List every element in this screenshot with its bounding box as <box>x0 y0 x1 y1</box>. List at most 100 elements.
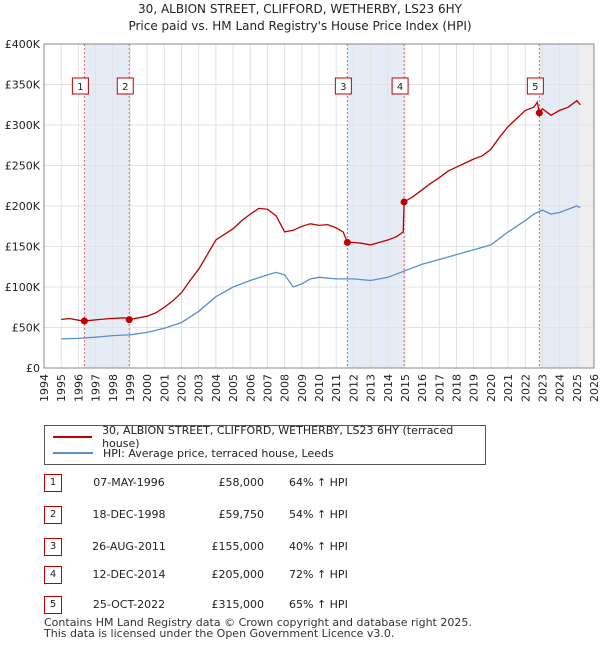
sale-point <box>80 317 88 325</box>
x-tick-label: 2007 <box>261 374 274 402</box>
table-row: 5 25-OCT-2022 £315,000 65% ↑ HPI <box>44 596 404 616</box>
x-tick-label: 2023 <box>536 374 549 402</box>
sale-price: £59,750 <box>218 508 265 521</box>
x-tick-label: 2019 <box>468 374 481 402</box>
legend-item-property: 30, ALBION STREET, CLIFFORD, WETHERBY, L… <box>53 424 485 450</box>
x-tick-label: 2021 <box>502 374 515 402</box>
footer-copyright: Contains HM Land Registry data © Crown c… <box>44 616 472 629</box>
x-tick-label: 1994 <box>38 374 51 402</box>
series-line <box>61 205 581 340</box>
sale-point <box>400 198 408 206</box>
sale-badge-box <box>334 77 352 95</box>
sale-hpi-change: 40% ↑ HPI <box>289 540 348 553</box>
x-tick-label: 1996 <box>72 374 85 402</box>
sale-badge-label: 5 <box>532 82 538 93</box>
y-tick-label: £300K <box>5 119 41 132</box>
x-tick-label: 2005 <box>227 374 240 402</box>
sale-date: 26-AUG-2011 <box>92 540 166 553</box>
table-row: 2 18-DEC-1998 £59,750 54% ↑ HPI <box>44 506 404 526</box>
sale-hpi-change: 65% ↑ HPI <box>289 598 348 611</box>
table-row: 4 12-DEC-2014 £205,000 72% ↑ HPI <box>44 566 404 586</box>
sale-date: 07-MAY-1996 <box>93 476 165 489</box>
y-tick-label: £350K <box>5 79 41 92</box>
x-tick-label: 1998 <box>107 374 120 402</box>
x-tick-label: 2002 <box>176 374 189 402</box>
chart-title: 30, ALBION STREET, CLIFFORD, WETHERBY, L… <box>138 2 463 16</box>
price-chart: 30, ALBION STREET, CLIFFORD, WETHERBY, L… <box>5 2 600 402</box>
y-tick-label: £100K <box>5 281 41 294</box>
sale-points <box>80 109 543 325</box>
chart-subtitle: Price paid vs. HM Land Registry's House … <box>128 19 471 33</box>
table-row: 1 07-MAY-1996 £58,000 64% ↑ HPI <box>44 474 404 494</box>
x-tick-label: 2012 <box>347 374 360 402</box>
x-tick-label: 2011 <box>330 374 343 402</box>
x-tick-label: 2001 <box>158 374 171 402</box>
x-tick-label: 2020 <box>485 374 498 402</box>
sale-badge-label: 3 <box>340 82 346 93</box>
x-tick-label: 2014 <box>382 374 395 402</box>
x-tick-label: 2015 <box>399 374 412 402</box>
legend: 30, ALBION STREET, CLIFFORD, WETHERBY, L… <box>44 424 486 465</box>
x-tick-label: 2024 <box>554 374 567 402</box>
sale-badge-box <box>391 77 409 95</box>
sale-number-badge: 1 <box>44 474 62 492</box>
x-tick-label: 2003 <box>193 374 206 402</box>
x-tick-label: 1997 <box>90 374 103 402</box>
series-line <box>61 99 581 322</box>
sale-point <box>343 238 351 246</box>
sale-date: 25-OCT-2022 <box>92 598 166 611</box>
sale-price: £58,000 <box>218 476 265 489</box>
sale-price: £205,000 <box>211 568 265 581</box>
sale-hpi-change: 72% ↑ HPI <box>289 568 348 581</box>
legend-label-hpi: HPI: Average price, terraced house, Leed… <box>103 446 334 460</box>
legend-swatch-hpi <box>53 452 93 454</box>
x-tick-label: 2017 <box>433 374 446 402</box>
sale-price: £315,000 <box>211 598 265 611</box>
x-tick-label: 2004 <box>210 374 223 402</box>
footer: Contains HM Land Registry data © Crown c… <box>44 617 472 639</box>
sale-hpi-change: 64% ↑ HPI <box>289 476 348 489</box>
table-row: 3 26-AUG-2011 £155,000 40% ↑ HPI <box>44 538 404 558</box>
legend-item-hpi: HPI: Average price, terraced house, Leed… <box>53 445 334 461</box>
sale-point <box>535 109 543 117</box>
sale-badge-box <box>526 77 544 95</box>
sale-badge-label: 4 <box>397 82 403 93</box>
x-tick-label: 1999 <box>124 374 137 402</box>
x-tick-label: 2008 <box>279 374 292 402</box>
x-tick-label: 2009 <box>296 374 309 402</box>
y-tick-label: £150K <box>5 241 41 254</box>
y-tick-label: £50K <box>12 322 41 335</box>
x-tick-label: 2022 <box>519 374 532 402</box>
sale-badge-box <box>116 77 134 95</box>
x-tick-label: 2000 <box>141 374 154 402</box>
y-tick-label: £0 <box>26 362 40 375</box>
y-tick-label: £250K <box>5 160 41 173</box>
sale-badge-box <box>71 77 89 95</box>
sale-price: £155,000 <box>211 540 265 553</box>
y-tick-label: £200K <box>5 200 41 213</box>
sale-badge-label: 2 <box>122 82 128 93</box>
sale-number-badge: 4 <box>44 566 62 584</box>
sale-hpi-change: 54% ↑ HPI <box>289 508 348 521</box>
sale-badge-label: 1 <box>77 82 83 93</box>
sale-badges: 1 2 3 4 5 <box>71 77 544 95</box>
legend-swatch-property <box>53 436 93 438</box>
sale-point <box>125 316 133 324</box>
x-tick-label: 2026 <box>588 374 600 402</box>
plot-frame <box>43 43 595 369</box>
legend-label-property: 30, ALBION STREET, CLIFFORD, WETHERBY, L… <box>102 424 454 450</box>
series-lines <box>61 99 581 340</box>
x-tick-label: 2010 <box>313 374 326 402</box>
footer-licence: This data is licensed under the Open Gov… <box>44 627 395 640</box>
sale-number-badge: 5 <box>44 596 62 614</box>
sale-number-badge: 2 <box>44 506 62 524</box>
x-tick-label: 2016 <box>416 374 429 402</box>
sale-date: 12-DEC-2014 <box>92 568 166 581</box>
x-tick-label: 2006 <box>244 374 257 402</box>
x-tick-label: 2025 <box>571 374 584 402</box>
x-tick-label: 1995 <box>55 374 68 402</box>
x-tick-label: 2018 <box>451 374 464 402</box>
sale-number-badge: 3 <box>44 538 62 556</box>
sale-date: 18-DEC-1998 <box>92 508 166 521</box>
y-tick-label: £400K <box>5 38 41 51</box>
